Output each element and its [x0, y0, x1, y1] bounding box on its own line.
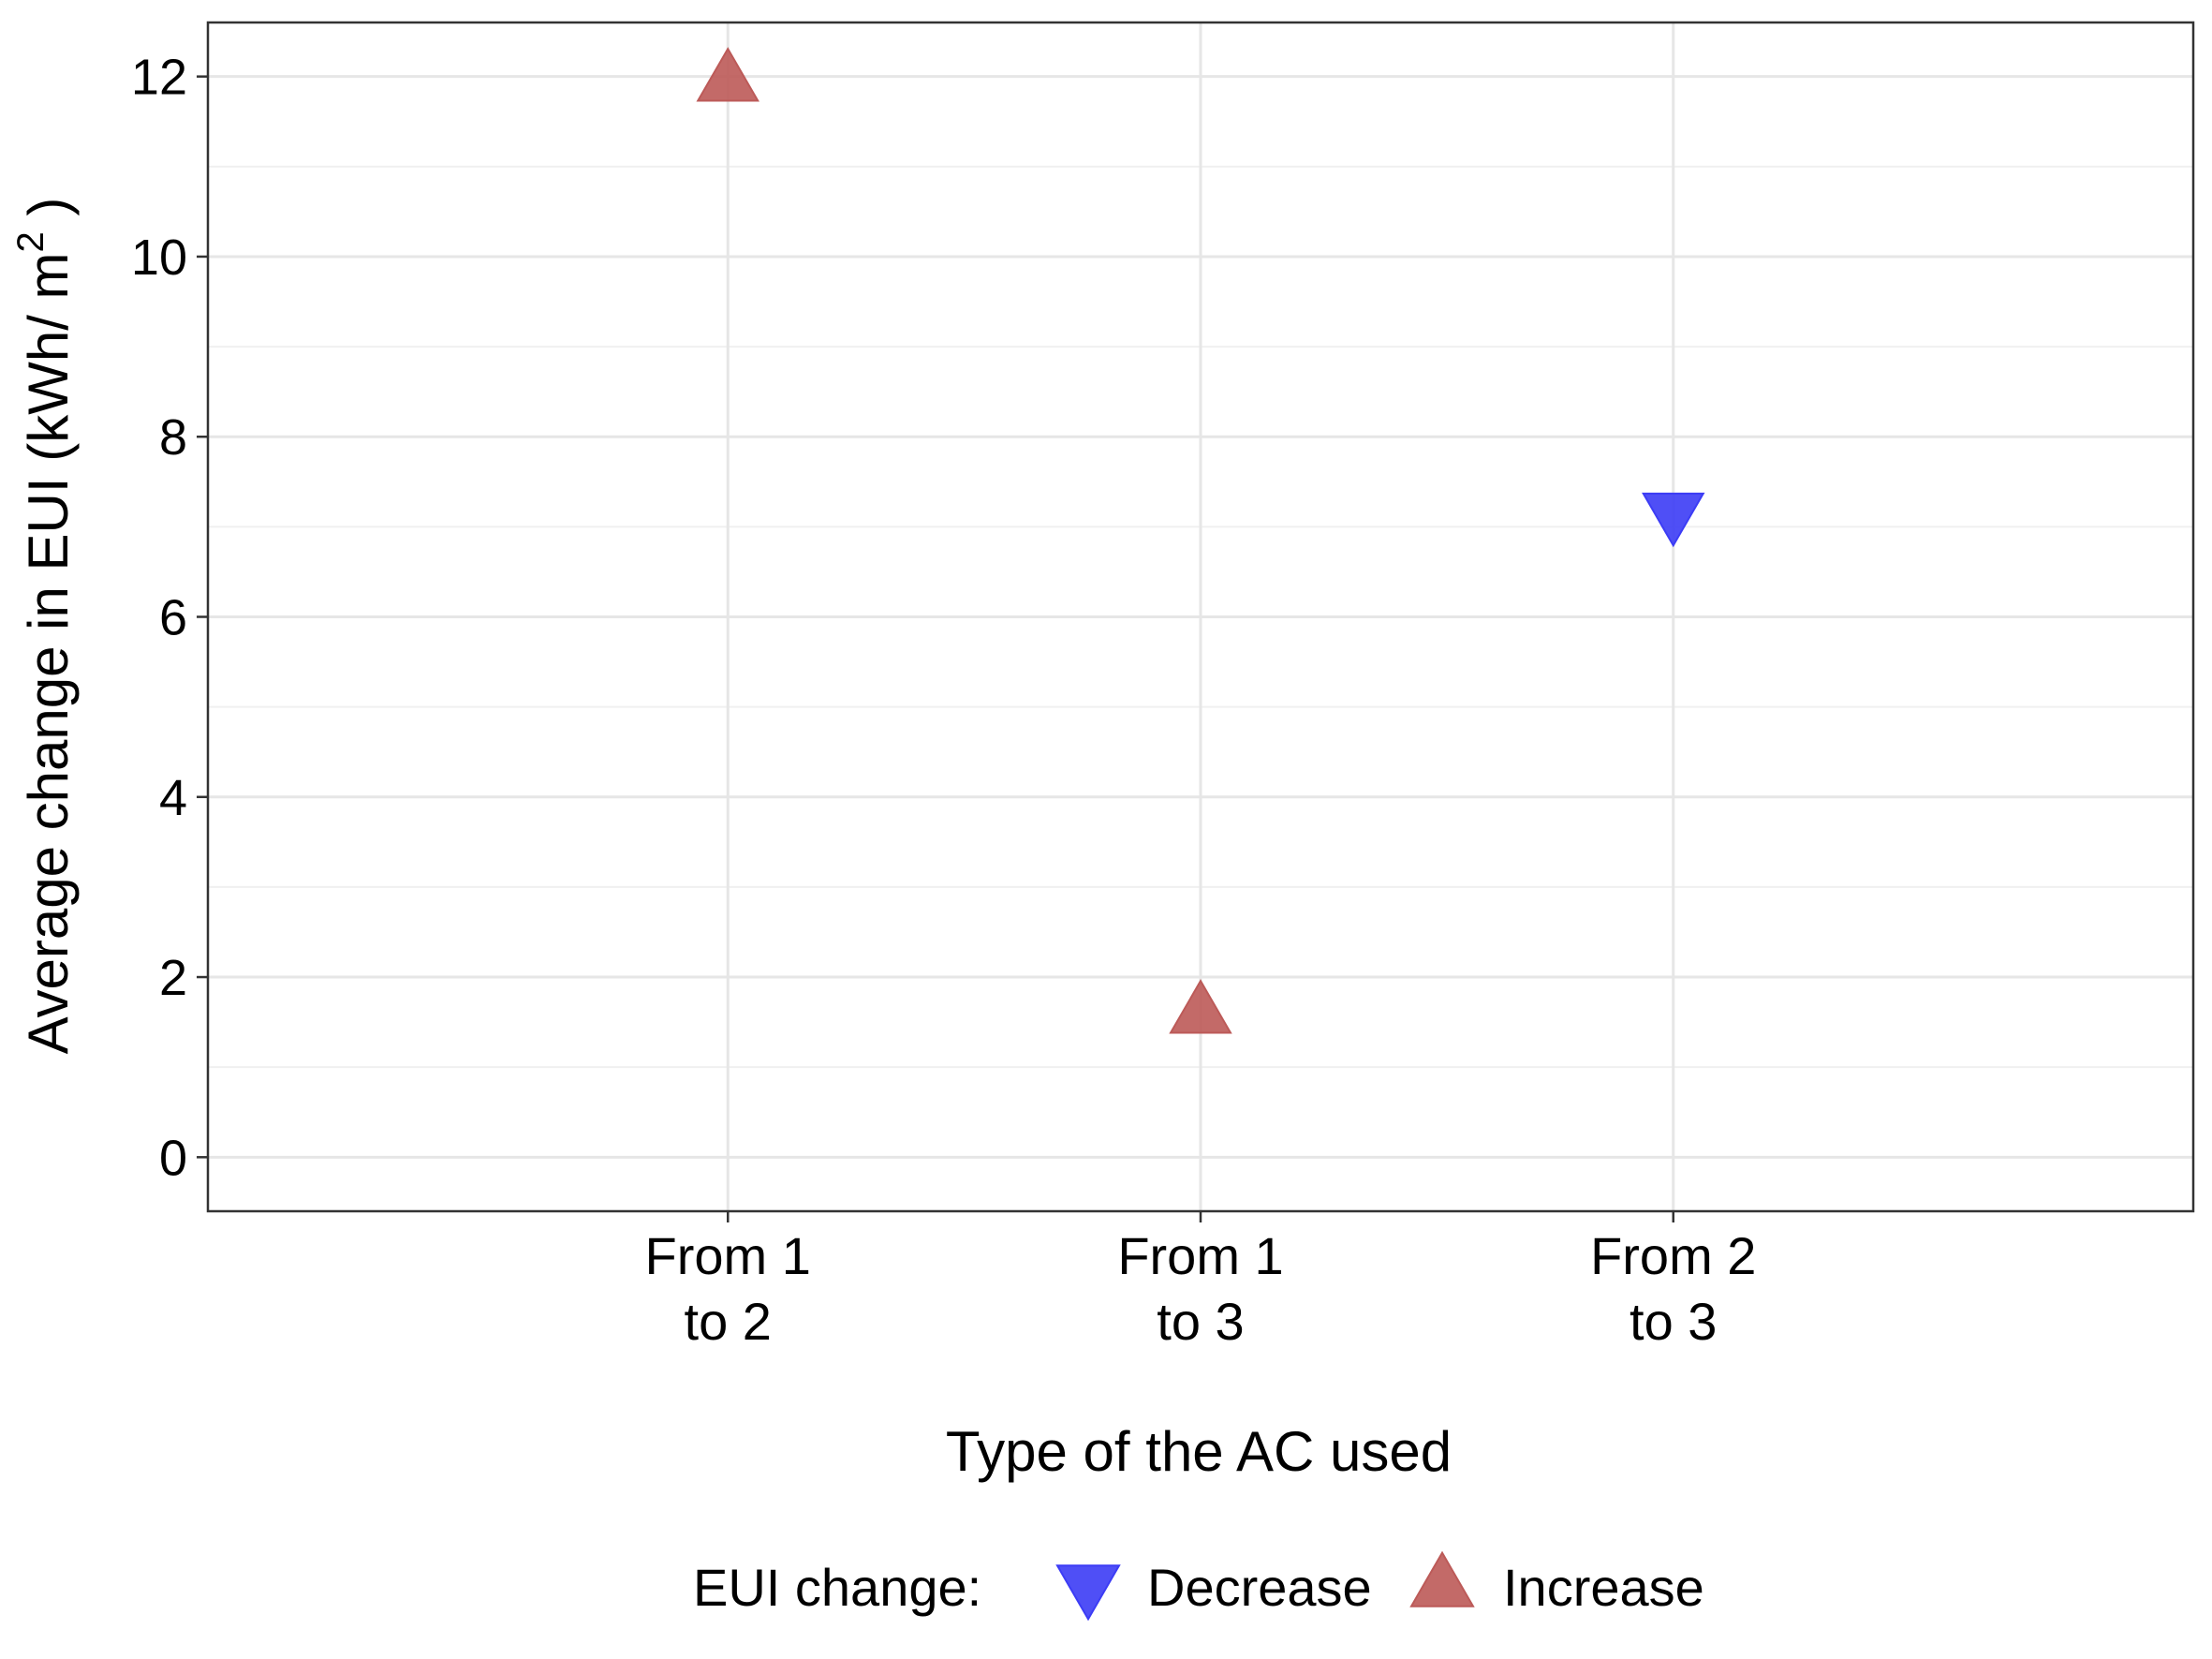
y-tick-label: 4: [159, 770, 187, 826]
legend: EUI change: Decrease Increase: [693, 1550, 1704, 1622]
y-axis-title: Average change in EUI (kWh/ m2 ): [10, 198, 80, 1055]
x-tick-label-line2: to 3: [1157, 1292, 1244, 1351]
data-points: [696, 47, 1705, 1034]
y-tick-label: 10: [131, 230, 187, 286]
legend-title: EUI change:: [693, 1558, 981, 1617]
x-tick-label-line2: to 3: [1630, 1292, 1717, 1351]
legend-entries: Decrease Increase: [1055, 1550, 1704, 1622]
y-tick-label: 6: [159, 590, 187, 646]
y-axis-ticks: 0 2 4 6 8 10 12: [131, 50, 208, 1186]
y-tick-label: 2: [159, 950, 187, 1006]
legend-key-decrease: [1055, 1564, 1121, 1622]
x-tick-label-line1: From 1: [1117, 1226, 1283, 1285]
increase-point: [1169, 979, 1232, 1034]
x-axis-title: Type of the AC used: [946, 1420, 1452, 1483]
increase-point: [696, 47, 759, 102]
x-tick-label-line1: From 2: [1590, 1226, 1756, 1285]
x-tick-label-line1: From 1: [645, 1226, 811, 1285]
legend-label: Decrease: [1147, 1558, 1372, 1617]
x-axis-ticks: From 1 to 2 From 1 to 3 From 2 to 3: [645, 1211, 1756, 1351]
y-tick-label: 8: [159, 409, 187, 466]
y-tick-label: 0: [159, 1130, 187, 1186]
legend-label: Increase: [1503, 1558, 1704, 1617]
legend-key-increase: [1409, 1550, 1475, 1607]
y-tick-label: 12: [131, 50, 187, 106]
x-tick-label-line2: to 2: [685, 1292, 772, 1351]
major-gridlines: [208, 22, 2193, 1211]
decrease-point: [1642, 492, 1705, 548]
